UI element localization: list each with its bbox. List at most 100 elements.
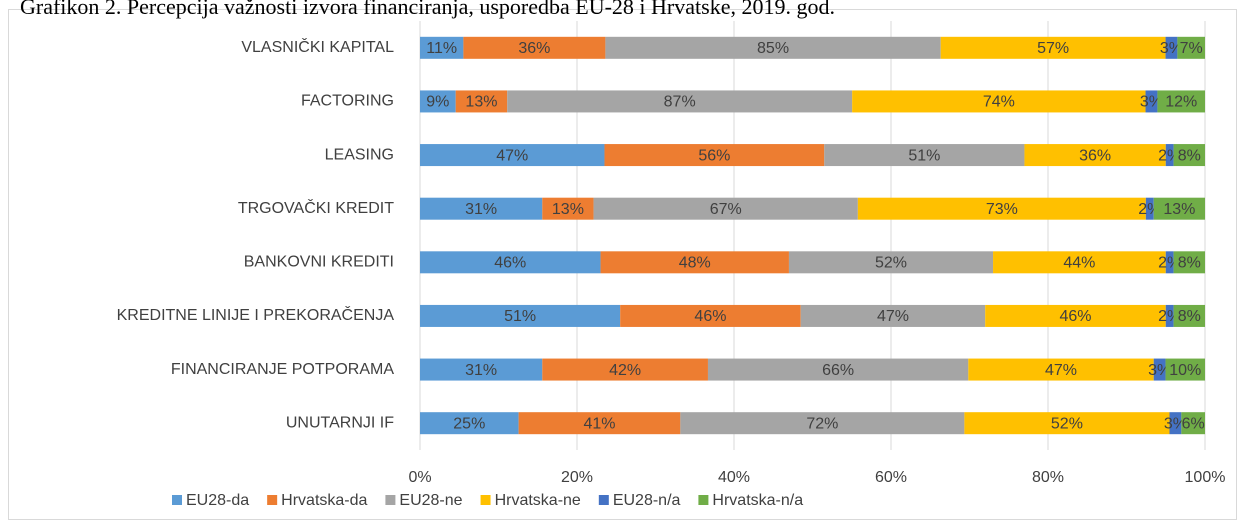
data-label: 41% bbox=[583, 415, 615, 432]
y-tick-label: FACTORING bbox=[301, 93, 394, 110]
data-label: 48% bbox=[679, 255, 711, 272]
y-tick-label: UNUTARNJI IF bbox=[286, 414, 394, 431]
bar-segment bbox=[964, 412, 1170, 435]
bar-segment bbox=[1157, 90, 1205, 113]
data-label: 85% bbox=[757, 40, 789, 57]
data-label: 46% bbox=[1059, 308, 1091, 325]
bar-segment bbox=[455, 90, 508, 113]
x-tick-label: 20% bbox=[561, 469, 593, 486]
data-label: 67% bbox=[710, 201, 742, 218]
y-tick-label: VLASNIČKI KAPITAL bbox=[241, 37, 394, 56]
data-label: 13% bbox=[552, 201, 584, 218]
data-label: 52% bbox=[1051, 415, 1083, 432]
data-label: 42% bbox=[609, 362, 641, 379]
data-label: 87% bbox=[664, 94, 696, 111]
data-label: 11% bbox=[426, 40, 457, 57]
data-label: 73% bbox=[986, 201, 1018, 218]
legend-label: Hrvatska-da bbox=[281, 492, 367, 509]
legend-label: Hrvatska-ne bbox=[495, 492, 581, 509]
data-label: 8% bbox=[1178, 147, 1201, 164]
data-label: 3% bbox=[1140, 94, 1163, 111]
chart-title: Grafikon 2. Percepcija važnosti izvora f… bbox=[20, 0, 835, 19]
data-label: 3% bbox=[1160, 40, 1183, 57]
data-label: 74% bbox=[983, 94, 1015, 111]
data-label: 3% bbox=[1164, 415, 1187, 432]
data-label: 13% bbox=[465, 94, 497, 111]
bar-segment bbox=[1181, 412, 1205, 435]
bar-segment bbox=[542, 197, 594, 220]
data-label: 9% bbox=[426, 94, 449, 111]
data-label: 31% bbox=[465, 362, 497, 379]
bar-segment bbox=[1165, 36, 1178, 59]
bar-segment bbox=[420, 36, 464, 59]
bar-segment bbox=[420, 251, 601, 274]
bar-segment bbox=[1145, 197, 1154, 220]
legend-label: EU28-n/a bbox=[613, 492, 681, 509]
bar-segment bbox=[940, 36, 1166, 59]
data-label: 47% bbox=[1045, 362, 1077, 379]
bar-segment bbox=[800, 304, 986, 327]
bar-segment bbox=[463, 36, 606, 59]
bar-segment bbox=[1153, 197, 1205, 220]
bar-segment bbox=[518, 412, 681, 435]
bar-segment bbox=[985, 304, 1166, 327]
bar-segment bbox=[420, 144, 605, 167]
bar-segment bbox=[1165, 251, 1174, 274]
data-label: 36% bbox=[518, 40, 550, 57]
bar-segment bbox=[1165, 358, 1205, 381]
data-label: 3% bbox=[1148, 362, 1171, 379]
bar-segment bbox=[857, 197, 1146, 220]
bar-segment bbox=[824, 144, 1025, 167]
data-label: 36% bbox=[1079, 147, 1111, 164]
bar-segment bbox=[1173, 251, 1205, 274]
legend-swatch bbox=[480, 495, 491, 505]
data-label: 46% bbox=[494, 255, 526, 272]
bar-segment bbox=[788, 251, 994, 274]
data-label: 44% bbox=[1063, 255, 1095, 272]
data-label: 47% bbox=[496, 147, 528, 164]
data-label: 56% bbox=[698, 147, 730, 164]
legend-label: EU28-da bbox=[186, 492, 249, 509]
bar-segment bbox=[1177, 36, 1205, 59]
bar-segment bbox=[1153, 358, 1166, 381]
bar-segment bbox=[420, 304, 621, 327]
data-label: 51% bbox=[504, 308, 536, 325]
legend-swatch bbox=[598, 495, 609, 505]
data-label: 66% bbox=[822, 362, 854, 379]
legend-swatch bbox=[698, 495, 709, 505]
legend-swatch bbox=[267, 495, 278, 505]
bar-segment bbox=[600, 251, 789, 274]
data-label: 47% bbox=[877, 308, 909, 325]
bar-segment bbox=[605, 36, 941, 59]
data-label: 46% bbox=[694, 308, 726, 325]
data-label: 7% bbox=[1180, 40, 1203, 57]
data-label: 57% bbox=[1037, 40, 1069, 57]
y-tick-label: LEASING bbox=[325, 146, 394, 163]
bar-segment bbox=[420, 358, 543, 381]
data-label: 52% bbox=[875, 255, 907, 272]
bar-segment bbox=[993, 251, 1166, 274]
bar-segment bbox=[1165, 144, 1174, 167]
bar-segment bbox=[420, 90, 456, 113]
legend-label: EU28-ne bbox=[399, 492, 462, 509]
data-label: 51% bbox=[908, 147, 940, 164]
x-tick-label: 100% bbox=[1185, 469, 1226, 486]
bar-segment bbox=[420, 412, 519, 435]
title-band bbox=[0, 0, 1241, 9]
x-tick-label: 60% bbox=[875, 469, 907, 486]
data-label: 13% bbox=[1163, 201, 1195, 218]
legend-swatch bbox=[385, 495, 396, 505]
data-label: 25% bbox=[453, 415, 485, 432]
bar-segment bbox=[593, 197, 858, 220]
bar-segment bbox=[680, 412, 965, 435]
data-label: 8% bbox=[1178, 255, 1201, 272]
legend-swatch bbox=[172, 495, 182, 505]
y-tick-label: BANKOVNI KREDITI bbox=[244, 254, 394, 271]
bar-segment bbox=[707, 358, 969, 381]
bar-segment bbox=[1169, 412, 1182, 435]
bar-segment bbox=[1165, 304, 1174, 327]
data-label: 6% bbox=[1182, 415, 1205, 432]
data-label: 8% bbox=[1178, 308, 1201, 325]
bar-segment bbox=[620, 304, 801, 327]
